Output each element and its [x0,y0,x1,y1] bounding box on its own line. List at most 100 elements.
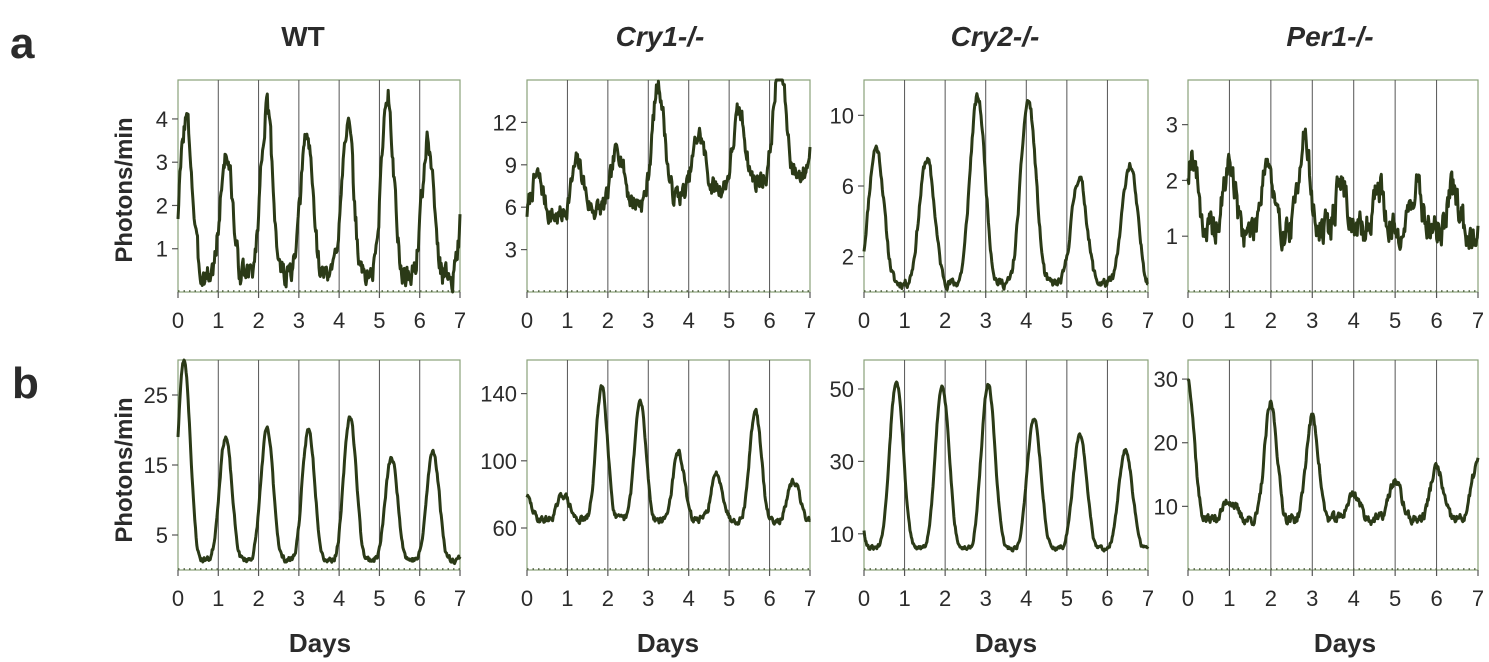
x-tick-label: 3 [1306,308,1318,333]
bioluminescence-trace [525,78,812,225]
x-tick-label: 7 [804,308,816,333]
bioluminescence-trace [176,358,462,565]
x-tick-label: 7 [454,586,466,611]
y-tick-label: 15 [144,453,168,478]
x-tick-label: 1 [212,586,224,611]
x-tick-label: 3 [642,586,654,611]
x-tick-label: 2 [252,586,264,611]
y-tick-label: 20 [1154,431,1178,456]
x-tick-label: 1 [1223,308,1235,333]
panel-b-Per1-/-: 0 1 2 3 4 5 6 7 10 20 30 [1154,359,1484,611]
x-tick-label: 5 [1061,586,1073,611]
x-tick-label: 4 [333,586,345,611]
x-tick-label: 4 [683,308,695,333]
x-tick-label: 1 [561,586,573,611]
y-tick-label: 10 [830,522,854,547]
panel-b-WT: 0 1 2 3 4 5 6 7 5 15 25 [144,358,466,611]
plot-frame [1187,79,1479,293]
x-tick-label: 6 [1430,308,1442,333]
x-tick-label: 2 [602,308,614,333]
y-tick-label: 2 [842,245,854,270]
x-tick-label: 7 [1472,586,1484,611]
y-tick-label: 3 [156,150,168,175]
x-tick-label: 1 [898,308,910,333]
x-tick-label: 4 [333,308,345,333]
x-tick-label: 1 [898,586,910,611]
x-tick-label: 0 [858,308,870,333]
y-tick-label: 50 [830,377,854,402]
plot-frame [1187,359,1479,571]
plot-frame [863,79,1149,293]
plot-frame [526,359,811,571]
column-title-cry1: Cry1-/- [616,21,705,52]
x-tick-label: 3 [980,308,992,333]
y-tick-label: 10 [1154,494,1178,519]
y-tick-label: 9 [505,153,517,178]
y-tick-label: 3 [505,238,517,263]
x-tick-label: 2 [1265,308,1277,333]
y-axis-label-a: Photons/min [111,117,138,262]
panel-b-Cry1-/-: 0 1 2 3 4 5 6 7 60 100 140 [480,359,816,611]
x-tick-label: 3 [980,586,992,611]
y-tick-label: 5 [156,523,168,548]
column-title-wt: WT [281,21,325,52]
x-tick-label: 5 [1389,308,1401,333]
x-tick-label: 7 [1142,308,1154,333]
x-tick-label: 7 [804,586,816,611]
x-tick-label: 4 [1020,586,1032,611]
y-tick-label: 30 [1154,367,1178,392]
x-tick-label: 3 [1306,586,1318,611]
y-tick-label: 30 [830,449,854,474]
panel-a-Cry2-/-: 0 1 2 3 4 5 6 7 2 6 10 [830,79,1154,333]
y-tick-label: 1 [156,237,168,262]
x-tick-label: 2 [939,586,951,611]
x-tick-label: 3 [293,586,305,611]
x-tick-label: 0 [1182,586,1194,611]
bioluminescence-trace [1186,127,1480,252]
x-axis-label-cry1: Days [637,628,699,658]
x-tick-label: 4 [683,586,695,611]
x-tick-label: 1 [1223,586,1235,611]
x-tick-label: 2 [939,308,951,333]
y-tick-label: 60 [493,516,517,541]
y-tick-label: 12 [493,110,517,135]
panel-a-Per1-/-: 0 1 2 3 4 5 6 7 1 2 3 [1166,79,1484,333]
column-title-per1: Per1-/- [1286,21,1373,52]
x-tick-label: 3 [293,308,305,333]
row-label-b: b [12,359,39,408]
plot-frame [863,359,1149,571]
x-tick-label: 1 [561,308,573,333]
x-tick-label: 1 [212,308,224,333]
panel-a-WT: 0 1 2 3 4 5 6 7 1 2 3 4 [156,79,466,333]
y-tick-label: 140 [480,382,517,407]
x-tick-label: 7 [1142,586,1154,611]
x-tick-label: 0 [521,586,533,611]
x-tick-label: 6 [1430,586,1442,611]
y-tick-label: 6 [505,195,517,220]
bioluminescence-trace [862,92,1149,292]
x-tick-label: 6 [1101,586,1113,611]
bioluminescence-trace [176,88,462,294]
x-tick-label: 4 [1348,308,1360,333]
bioluminescence-trace [862,380,1150,553]
y-tick-label: 100 [480,449,517,474]
x-tick-label: 6 [763,586,775,611]
x-tick-label: 7 [1472,308,1484,333]
x-tick-label: 7 [454,308,466,333]
y-tick-label: 6 [842,174,854,199]
y-tick-label: 2 [156,193,168,218]
x-tick-label: 2 [252,308,264,333]
bioluminescence-trace [1186,378,1480,527]
x-tick-label: 6 [414,586,426,611]
x-tick-label: 6 [414,308,426,333]
y-axis-label-b: Photons/min [111,397,138,542]
x-tick-label: 6 [763,308,775,333]
x-tick-label: 2 [602,586,614,611]
y-tick-label: 10 [830,103,854,128]
bioluminescence-trace [525,384,811,526]
x-tick-label: 5 [723,308,735,333]
x-tick-label: 6 [1101,308,1113,333]
